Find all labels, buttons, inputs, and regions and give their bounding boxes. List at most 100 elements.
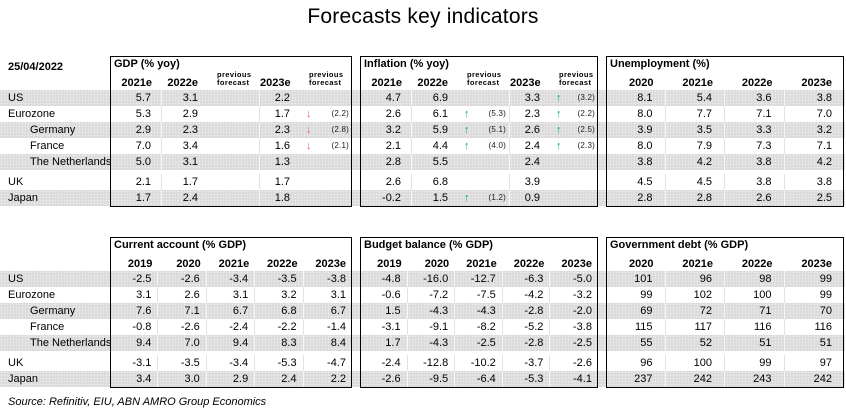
- panel-gap: [352, 355, 360, 371]
- cell-inflation-uk-4: [550, 174, 598, 190]
- panel-row-inflation: 2.6 6.1 ↑ (5.3) 2.3 ↑ (2.2): [360, 106, 598, 122]
- cell-inflation-germany-2: ↑ (5.1): [458, 122, 510, 138]
- panel-row-gdp: 5.0 3.1 1.3: [110, 154, 352, 170]
- cell-inflation-us-1: 6.9: [432, 92, 448, 104]
- panel-gap: [598, 90, 606, 106]
- cell-government-debt-eurozone-1: 102: [666, 287, 725, 303]
- panel-row-current-account: -2.5 -2.6 -3.4 -3.5 -3.8: [110, 271, 352, 287]
- cell-inflation-japan-1: 1.5: [432, 192, 448, 204]
- cell-budget-balance-japan-3: -5.3: [503, 371, 551, 387]
- panel-gap: [598, 154, 606, 170]
- cell-government-debt-the-netherlands-3: 51: [819, 337, 832, 349]
- panel-row-budget-balance: -0.6 -7.2 -7.5 -4.2 -3.2: [360, 287, 598, 303]
- cell-current-account-us-4: -3.8: [327, 273, 346, 285]
- up-arrow-icon: ↑: [556, 92, 562, 104]
- panel-row-budget-balance: -4.8 -16.0 -12.7 -6.3 -5.0: [360, 271, 598, 287]
- cell-gdp-japan-2: [208, 190, 260, 206]
- cell-inflation-japan-4: [550, 190, 598, 206]
- table-row-eurozone: Eurozone 5.3 2.9 1.7 ↓ (2.2) 2.6 6.1 ↑ (5.3) 2.3 ↑ (…: [0, 106, 845, 122]
- up-arrow-icon: ↑: [464, 192, 470, 204]
- cell-gdp-us-0: 5.7: [110, 90, 162, 106]
- cell-budget-balance-france-3: -5.2: [503, 319, 551, 335]
- cell-inflation-the-netherlands-3: 2.4: [524, 156, 540, 168]
- cell-current-account-germany-4: 6.7: [330, 305, 346, 317]
- cell-budget-balance-eurozone-3: -4.2: [503, 287, 551, 303]
- panel-gap: [352, 122, 360, 138]
- cell-government-debt-uk-3: 97: [819, 357, 832, 369]
- panel-row-government-debt: 237 242 243 242: [606, 371, 844, 387]
- panel-title-inflation: Inflation (% yoy): [364, 58, 449, 70]
- cell-unemployment-germany-0: 3.9: [606, 122, 666, 138]
- cell-unemployment-uk-0: 4.5: [606, 174, 666, 190]
- cell-gdp-eurozone-3: 1.7: [274, 108, 290, 120]
- cell-unemployment-uk-1: 4.5: [666, 174, 725, 190]
- panel-row-current-account: 9.4 7.0 9.4 8.3 8.4: [110, 335, 352, 351]
- cell-unemployment-us-2: 3.6: [725, 90, 785, 106]
- column-header-gdp-3: 2023e: [260, 77, 291, 89]
- column-header-government-debt-3: 2023e: [801, 258, 832, 270]
- cell-budget-balance-the-netherlands-0: 1.7: [360, 335, 408, 351]
- column-header-government-debt-1: 2021e: [682, 258, 713, 270]
- cell-budget-balance-germany-1: -4.3: [408, 303, 456, 319]
- down-arrow-icon: ↓: [306, 108, 312, 120]
- panel-gap: [598, 174, 606, 190]
- panel-row-inflation: 2.6 6.8 3.9: [360, 174, 598, 190]
- cell-current-account-france-2: -2.4: [207, 319, 256, 335]
- cell-current-account-uk-2: -3.4: [207, 355, 256, 371]
- panel-row-unemployment: 8.0 7.9 7.3 7.1: [606, 138, 844, 154]
- cell-gdp-uk-1: 1.7: [182, 176, 198, 188]
- source-line: Source: Refinitiv, EIU, ABN AMRO Group E…: [8, 396, 267, 408]
- cell-current-account-japan-2: 2.9: [207, 371, 256, 387]
- cell-unemployment-france-2: 7.3: [725, 138, 785, 154]
- cell-budget-balance-japan-4: -4.1: [573, 373, 592, 385]
- cell-unemployment-japan-0: 2.8: [606, 190, 666, 206]
- panel-row-government-debt: 115 117 116 116: [606, 319, 844, 335]
- panel-row-gdp: 2.1 1.7 1.7: [110, 174, 352, 190]
- previous-forecast-value: (1.2): [488, 193, 506, 202]
- cell-current-account-japan-3: 2.4: [255, 371, 304, 387]
- panel-row-unemployment: 4.5 4.5 3.8 3.8: [606, 174, 844, 190]
- cell-government-debt-uk-0: 96: [606, 355, 666, 371]
- cell-current-account-eurozone-3: 3.2: [255, 287, 304, 303]
- panel-row-current-account: 3.1 2.6 3.1 3.2 3.1: [110, 287, 352, 303]
- cell-unemployment-the-netherlands-2: 3.8: [725, 154, 785, 170]
- cell-government-debt-germany-3: 70: [819, 305, 832, 317]
- cell-unemployment-japan-2: 2.6: [725, 190, 785, 206]
- cell-government-debt-eurozone-3: 99: [819, 289, 832, 301]
- cell-gdp-eurozone-1: 2.9: [182, 108, 198, 120]
- previous-forecast-value: (4.0): [488, 141, 506, 150]
- cell-current-account-france-4: -1.4: [327, 321, 346, 333]
- cell-government-debt-the-netherlands-2: 51: [725, 335, 785, 351]
- panel-row-inflation: 2.1 4.4 ↑ (4.0) 2.4 ↑ (2.3): [360, 138, 598, 154]
- previous-forecast-value: (2.5): [577, 125, 595, 134]
- cell-gdp-the-netherlands-1: 3.1: [182, 156, 198, 168]
- panel-row-gdp: 5.3 2.9 1.7 ↓ (2.2): [110, 106, 352, 122]
- column-headers-unemployment: 2020 2021e 2022e 2023e: [606, 77, 844, 89]
- cell-government-debt-us-0: 101: [606, 271, 666, 287]
- cell-inflation-us-4: ↑ (3.2): [550, 90, 598, 106]
- top-header-band: GDP (% yoy) 2021e 2022e previous forecast 2…: [0, 56, 845, 90]
- cell-budget-balance-us-1: -16.0: [408, 271, 456, 287]
- column-header-government-debt-0: 2020: [629, 258, 654, 270]
- cell-gdp-us-2: [208, 90, 260, 106]
- column-header-budget-balance-1: 2020: [424, 258, 450, 270]
- cell-current-account-germany-3: 6.8: [255, 303, 304, 319]
- cell-unemployment-the-netherlands-1: 4.2: [666, 154, 725, 170]
- bottom-table-rows: US -2.5 -2.6 -3.4 -3.5 -3.8 -4.8 -16.0 -12.7 -6.3…: [0, 271, 845, 387]
- cell-gdp-japan-1: 2.4: [182, 192, 198, 204]
- panel-gap: [352, 174, 360, 190]
- column-header-inflation-3: 2023e: [510, 77, 541, 89]
- previous-forecast-value: (2.2): [331, 109, 349, 118]
- cell-inflation-uk-0: 2.6: [360, 174, 412, 190]
- panel-gap: [352, 190, 360, 206]
- cell-current-account-uk-0: -3.1: [110, 355, 159, 371]
- panel-row-gdp: 7.0 3.4 1.6 ↓ (2.1): [110, 138, 352, 154]
- column-header-inflation-0: 2021e: [371, 77, 402, 89]
- cell-gdp-uk-2: [208, 174, 260, 190]
- cell-current-account-us-2: -3.4: [207, 271, 256, 287]
- cell-inflation-us-3: 3.3: [524, 92, 540, 104]
- cell-gdp-germany-0: 2.9: [110, 122, 162, 138]
- panel-row-budget-balance: -3.1 -9.1 -8.2 -5.2 -3.8: [360, 319, 598, 335]
- cell-unemployment-us-0: 8.1: [606, 90, 666, 106]
- cell-unemployment-germany-2: 3.3: [725, 122, 785, 138]
